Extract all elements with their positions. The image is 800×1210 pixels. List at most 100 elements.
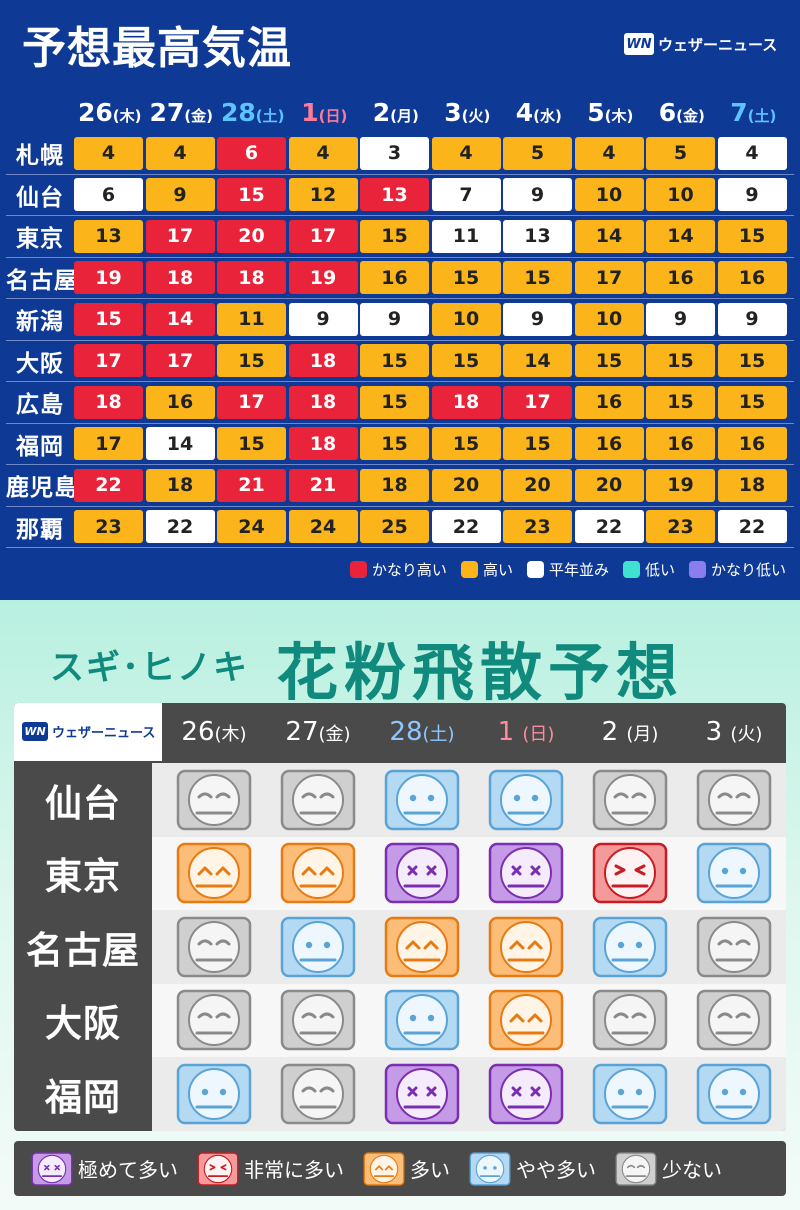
temperature-date-8: 6(金) (646, 95, 718, 131)
moderate-pollen-face-icon (176, 1063, 252, 1124)
legend-swatch (349, 561, 367, 578)
temperature-cell: 9 (717, 178, 787, 212)
city-name: 名古屋 (14, 910, 152, 984)
pollen-date-0: 26(木) (162, 703, 266, 761)
pollen-cell (682, 910, 786, 983)
low-pollen-face-icon (615, 1151, 657, 1186)
weathernews-logo-text: ウェザーニュース (658, 35, 778, 54)
pollen-cell (578, 1057, 682, 1130)
temperature-cell: 17 (145, 344, 215, 378)
temperature-cell: 17 (503, 385, 572, 419)
weekday-label: (火) (461, 107, 491, 125)
moderate-pollen-face-icon (488, 769, 564, 830)
pollen-date-4: 2 (月) (578, 703, 682, 761)
temperature-cell: 15 (646, 344, 715, 378)
temperature-cell: 17 (74, 344, 143, 378)
date-number: 1 (497, 717, 523, 747)
pollen-date-3: 1 (日) (474, 703, 578, 761)
weekday-label: (月) (390, 107, 419, 125)
weekday-label: (日) (318, 107, 348, 125)
pollen-cell (578, 763, 682, 836)
city-name: 大阪 (14, 983, 152, 1057)
temperature-cell: 15 (360, 427, 429, 461)
weathernews-logo-text: ウェザーニュース (52, 726, 156, 741)
temperature-cell: 22 (145, 510, 215, 544)
temperature-cell: 13 (74, 219, 143, 253)
pollen-row: 仙台 (14, 763, 786, 837)
legend-item: 低い (622, 559, 675, 580)
weekday-label: (木) (214, 724, 247, 745)
pollen-cell (266, 984, 370, 1057)
temperature-cell: 17 (217, 385, 286, 419)
temperature-cell: 15 (360, 385, 429, 419)
temperature-cell: 15 (360, 219, 429, 253)
temperature-cell: 20 (217, 219, 286, 253)
temperature-date-9: 7(土) (718, 95, 790, 131)
date-number: 5 (587, 98, 605, 127)
low-pollen-face-icon (280, 1063, 356, 1124)
temperature-cell: 18 (217, 261, 286, 295)
temperature-cell: 15 (431, 344, 501, 378)
temperature-cell: 17 (145, 219, 215, 253)
temperature-cell: 13 (503, 219, 572, 253)
temperature-date-4: 2(月) (360, 95, 432, 131)
pollen-row: 福岡 (14, 1057, 786, 1131)
city-name: 那覇 (16, 516, 64, 543)
legend-item: かなり高い (349, 559, 447, 580)
low-pollen-face-icon (592, 769, 668, 830)
legend-label: かなり低い (710, 561, 786, 579)
city-name: 鹿児島 (6, 475, 78, 502)
temperature-cell: 5 (503, 136, 572, 170)
temperature-cell: 15 (503, 261, 572, 295)
city-name: 東京 (16, 226, 64, 253)
temperature-cell: 14 (503, 344, 572, 378)
temperature-cell: 9 (145, 178, 215, 212)
temperature-cell: 15 (217, 178, 286, 212)
legend-item: 平年並み (526, 559, 609, 580)
moderate-pollen-face-icon (384, 769, 460, 830)
temperature-row: 新潟 15 14 11 9 9 10 9 10 9 9 (6, 299, 794, 341)
temperature-cell: 19 (74, 261, 143, 295)
legend-item: 高い (460, 559, 513, 580)
temperature-date-5: 3(火) (432, 95, 504, 131)
weekday-label: (月) (626, 724, 659, 745)
temperature-cell: 23 (503, 510, 572, 544)
pollen-row-cells (152, 910, 786, 984)
legend-label: 非常に多い (244, 1158, 344, 1182)
legend-item: 極めて多い (30, 1151, 178, 1186)
pollen-date-2: 28(土) (370, 703, 474, 761)
pollen-cell (370, 763, 474, 836)
temperature-cell: 18 (74, 385, 143, 419)
pollen-cell (370, 1057, 474, 1130)
very-high-pollen-face-icon (592, 843, 668, 904)
max-temperature-panel: 予想最高気温 WN ウェザーニュース 26(木) 27(金) 28(土) 1(日) 2(… (0, 0, 800, 600)
legend-swatch (526, 561, 544, 578)
temperature-cell: 10 (574, 178, 644, 212)
pollen-row: 名古屋 (14, 910, 786, 984)
temperature-cell: 22 (574, 510, 644, 544)
high-pollen-face-icon (488, 990, 564, 1051)
temperature-cell: 19 (288, 261, 358, 295)
temperature-cell: 7 (431, 178, 501, 212)
temperature-date-7: 5(木) (575, 95, 647, 131)
weekday-label: (木) (604, 107, 634, 125)
temperature-cell: 16 (145, 385, 215, 419)
pollen-row: 大阪 (14, 983, 786, 1057)
moderate-pollen-face-icon (592, 1063, 668, 1124)
legend-item: 非常に多い (196, 1151, 344, 1186)
date-number: 1 (301, 98, 319, 127)
legend-item: やや多い (468, 1151, 596, 1186)
temperature-cell: 15 (431, 427, 501, 461)
low-pollen-face-icon (176, 990, 252, 1051)
temperature-cell: 10 (646, 178, 715, 212)
temperature-cell: 16 (360, 261, 429, 295)
temperature-cell: 15 (431, 261, 501, 295)
pollen-table: WN ウェザーニュース 26(木) 27(金) 28(土) 1 (日) 2 (月) 3 (… (14, 703, 786, 1131)
pollen-forecast-panel: スギ･ヒノキ 花粉飛散予想 WN ウェザーニュース 26(木) 27(金) 28(土… (0, 600, 800, 1210)
weathernews-logo: WN ウェザーニュース (22, 722, 155, 741)
temperature-cell: 15 (360, 344, 429, 378)
pollen-cell (474, 910, 578, 983)
moderate-pollen-face-icon (384, 990, 460, 1051)
pollen-cell (162, 910, 266, 983)
